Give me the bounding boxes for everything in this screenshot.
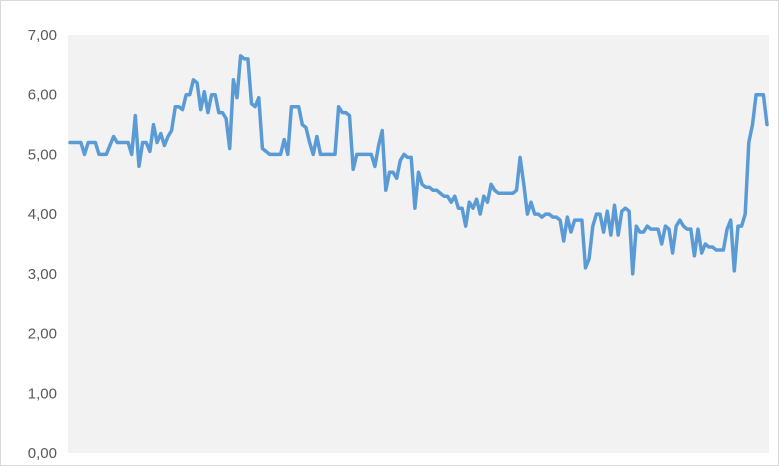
y-tick-label: 5,00 <box>28 146 57 163</box>
series-layer <box>68 54 769 276</box>
y-tick-label: 0,00 <box>28 445 57 462</box>
y-axis: 0,00 1,00 2,00 3,00 4,00 5,00 6,00 7,00 <box>28 27 57 462</box>
y-tick-label: 3,00 <box>28 266 57 283</box>
y-tick-label: 4,00 <box>28 206 57 223</box>
series-line <box>68 54 769 276</box>
y-tick-label: 6,00 <box>28 87 57 104</box>
plot-area <box>68 35 769 453</box>
y-tick-label: 1,00 <box>28 385 57 402</box>
y-tick-label: 7,00 <box>28 27 57 44</box>
y-tick-label: 2,00 <box>28 326 57 343</box>
